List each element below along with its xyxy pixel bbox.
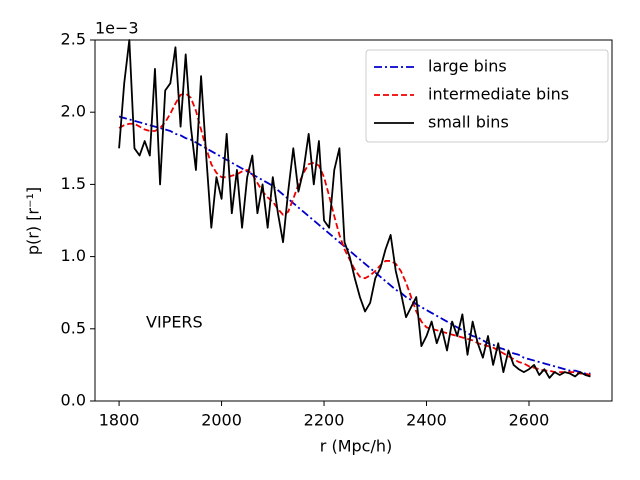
legend-label: small bins bbox=[428, 113, 509, 132]
x-tick-label: 2600 bbox=[509, 411, 550, 430]
x-axis-label: r (Mpc/h) bbox=[320, 437, 392, 456]
y-axis-label: p(r) [r⁻¹] bbox=[24, 187, 43, 255]
y-tick-label: 1.0 bbox=[61, 246, 86, 265]
legend-label: intermediate bins bbox=[428, 85, 569, 104]
series-line bbox=[118, 39, 591, 379]
y-tick-label: 2.0 bbox=[61, 102, 86, 121]
plot-frame bbox=[94, 39, 613, 402]
x-tick-label: 2200 bbox=[304, 411, 345, 430]
x-tick-label: 1800 bbox=[99, 411, 140, 430]
y-tick-label: 2.5 bbox=[61, 30, 86, 49]
x-tick-label: 2000 bbox=[201, 411, 242, 430]
legend-box bbox=[365, 49, 609, 143]
series-line bbox=[118, 115, 591, 375]
x-tick-label: 2400 bbox=[406, 411, 447, 430]
y-tick-label: 1.5 bbox=[61, 174, 86, 193]
annotation: VIPERS bbox=[146, 313, 203, 332]
y-tick-label: 0.0 bbox=[61, 391, 86, 410]
legend-label: large bins bbox=[428, 57, 507, 76]
y-offset-label: 1e−3 bbox=[95, 19, 139, 38]
y-tick-label: 0.5 bbox=[61, 318, 86, 337]
